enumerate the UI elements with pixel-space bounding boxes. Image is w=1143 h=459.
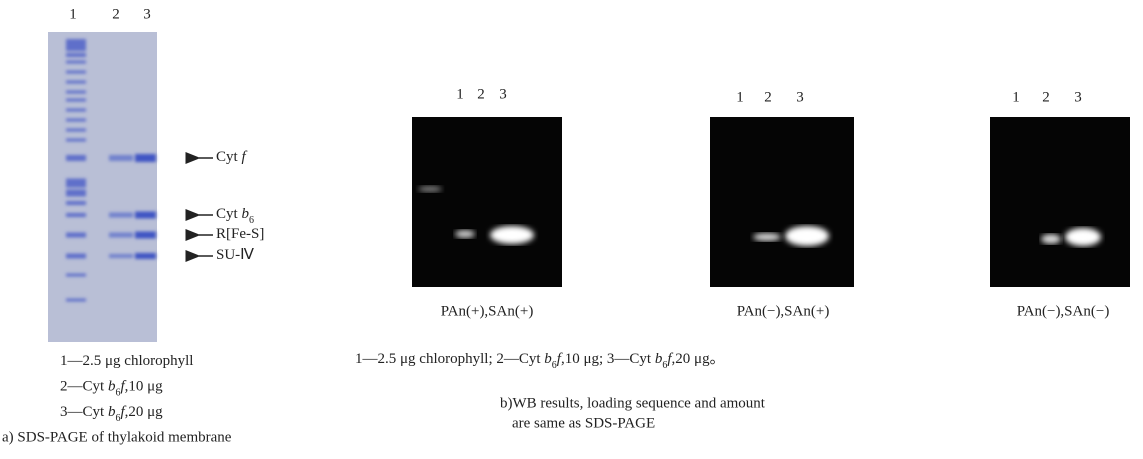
gel-band bbox=[66, 178, 86, 188]
gel-band bbox=[66, 90, 86, 94]
gel-band bbox=[66, 70, 86, 74]
caption: a) SDS-PAGE of thylakoid membrane bbox=[2, 429, 232, 445]
blot-signal bbox=[753, 233, 781, 241]
text-segment: ,10 μg bbox=[125, 379, 164, 395]
text-segment: 6 bbox=[552, 360, 557, 371]
gel-band bbox=[66, 298, 86, 302]
text-segment: SU-Ⅳ bbox=[216, 247, 254, 263]
text-segment: 6 bbox=[115, 413, 120, 424]
text-segment: f bbox=[120, 404, 126, 420]
blot-signal bbox=[455, 230, 475, 238]
rich-text: Cyt f bbox=[216, 149, 247, 165]
text-segment: Cyt bbox=[216, 206, 241, 222]
text-segment: ,20 μg bbox=[125, 404, 164, 420]
lane-label: 3 bbox=[143, 6, 151, 22]
rich-text: 2—Cyt b6f,10 μg bbox=[60, 379, 163, 398]
gel-band bbox=[135, 211, 155, 219]
text-segment: f bbox=[557, 351, 563, 367]
lane-label: 1 bbox=[69, 6, 77, 22]
blot-signal bbox=[1065, 228, 1101, 246]
text-segment: 2—Cyt bbox=[60, 379, 108, 395]
rich-text: 1—2.5 μg chlorophyll bbox=[60, 353, 193, 369]
lane-label: 1 bbox=[456, 86, 464, 102]
gel-band bbox=[109, 232, 133, 238]
text-segment: 3—Cyt bbox=[60, 404, 108, 420]
text-segment: 6 bbox=[662, 360, 667, 371]
lane-label: 3 bbox=[499, 86, 507, 102]
caption: b)WB results, loading sequence and amoun… bbox=[500, 395, 766, 411]
gel-bands bbox=[66, 39, 156, 302]
text-segment: f bbox=[667, 351, 673, 367]
lane-label: 1 bbox=[736, 89, 744, 105]
text-segment: R[Fe-S] bbox=[216, 226, 264, 242]
lane-label: 3 bbox=[1074, 89, 1082, 105]
gel-band bbox=[66, 98, 86, 102]
lane-label: 2 bbox=[764, 89, 772, 105]
blot-caption: PAn(−),SAn(+) bbox=[737, 303, 830, 319]
lane-label: 2 bbox=[112, 6, 120, 22]
gel-band bbox=[66, 128, 86, 132]
blot-caption: PAn(+),SAn(+) bbox=[441, 303, 534, 319]
gel-band bbox=[135, 231, 155, 239]
blots bbox=[412, 117, 1130, 287]
rich-text: 3—Cyt b6f,20 μg bbox=[60, 404, 163, 423]
lane-label: 1 bbox=[1012, 89, 1020, 105]
text-segment: b bbox=[241, 206, 249, 222]
gel-band bbox=[66, 189, 86, 197]
text-segment: b bbox=[108, 379, 116, 395]
gel-band bbox=[66, 39, 86, 51]
lane-label: 2 bbox=[1042, 89, 1050, 105]
text-segment: b bbox=[108, 404, 116, 420]
gel-band bbox=[66, 155, 86, 161]
blot-signal bbox=[490, 226, 534, 244]
gel-band bbox=[66, 232, 86, 238]
blot-caption: PAn(−),SAn(−) bbox=[1017, 303, 1110, 319]
text-segment: 6 bbox=[249, 215, 254, 226]
gel-band bbox=[109, 254, 133, 258]
gel-band bbox=[66, 80, 86, 84]
blot bbox=[710, 117, 854, 287]
text-segment: b bbox=[544, 351, 552, 367]
blot-signal bbox=[1041, 234, 1061, 244]
gel-band bbox=[66, 53, 86, 57]
gel-band bbox=[66, 213, 86, 217]
text-segment: 1—2.5 μg chlorophyll; 2—Cyt bbox=[355, 351, 544, 367]
gel-band bbox=[66, 118, 86, 122]
gel-band bbox=[66, 60, 86, 64]
text-segment: 6 bbox=[115, 387, 120, 398]
gel-band bbox=[66, 253, 86, 259]
blot-signal bbox=[785, 226, 829, 246]
rich-text: Cyt b6 bbox=[216, 206, 254, 225]
gel bbox=[48, 32, 157, 342]
text-segment: f bbox=[241, 149, 247, 165]
rich-text: R[Fe-S] bbox=[216, 226, 264, 242]
gel-band bbox=[66, 108, 86, 112]
text-segment: 1—2.5 μg chlorophyll bbox=[60, 353, 193, 369]
text-segment: f bbox=[120, 379, 126, 395]
blot bbox=[990, 117, 1130, 287]
text-segment: ,20 μg。 bbox=[672, 351, 725, 367]
lane-label: 3 bbox=[796, 89, 804, 105]
gel-band bbox=[66, 201, 86, 205]
text-segment: b bbox=[655, 351, 663, 367]
rich-text: SU-Ⅳ bbox=[216, 247, 254, 263]
blot bbox=[412, 117, 562, 287]
lane-label: 2 bbox=[477, 86, 485, 102]
gel-band bbox=[66, 138, 86, 142]
gel-band bbox=[66, 273, 86, 277]
gel-band bbox=[135, 253, 155, 259]
rich-text: 1—2.5 μg chlorophyll; 2—Cyt b6f,10 μg; 3… bbox=[355, 351, 725, 370]
blot-signal bbox=[418, 186, 442, 192]
text-segment: Cyt bbox=[216, 149, 241, 165]
gel-band bbox=[135, 154, 155, 162]
text-segment: ,10 μg; 3—Cyt bbox=[561, 351, 655, 367]
gel-band bbox=[109, 212, 133, 218]
caption: are same as SDS-PAGE bbox=[512, 415, 655, 431]
gel-band bbox=[109, 155, 133, 161]
